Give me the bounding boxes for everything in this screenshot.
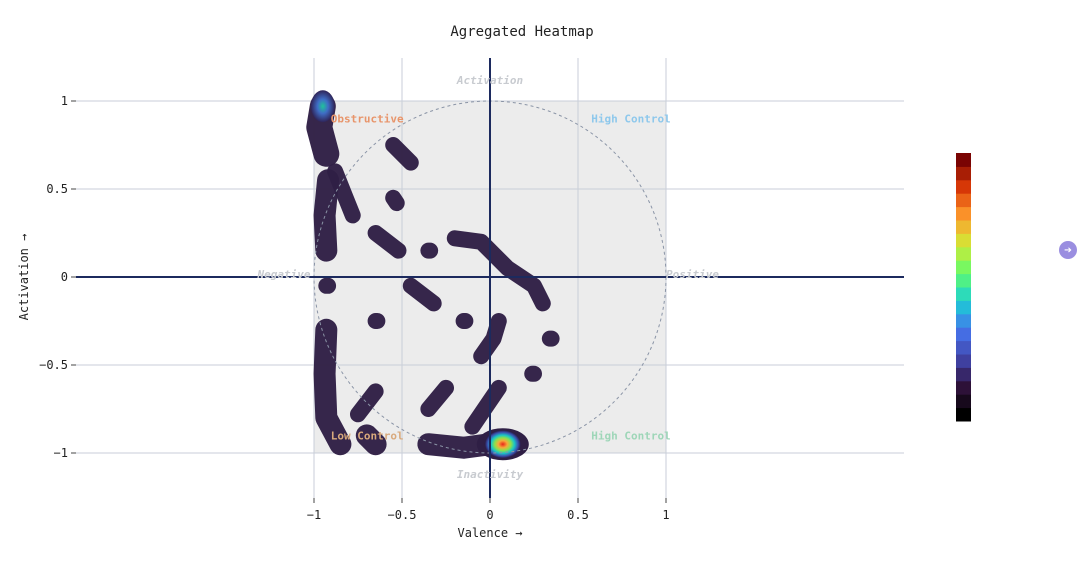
x-tick-label: 0.5 xyxy=(567,508,589,522)
x-tick-label: −0.5 xyxy=(388,508,417,522)
colorbar-segment xyxy=(956,260,971,275)
quadrant-label: Low Control xyxy=(331,429,404,442)
direction-label-right: Positive xyxy=(666,268,719,281)
density-blob xyxy=(402,277,442,312)
density-blob xyxy=(385,137,419,171)
y-tick-label: −0.5 xyxy=(39,358,68,372)
y-tick-label: 0.5 xyxy=(46,182,68,196)
colorbar-segment xyxy=(956,193,971,208)
density-blob xyxy=(367,225,407,259)
colorbar-segment xyxy=(956,287,971,301)
colorbar-segment xyxy=(956,246,971,261)
chart-title: Agregated Heatmap xyxy=(450,24,593,40)
colorbar-segment xyxy=(956,407,971,422)
x-axis-title: Valence → xyxy=(457,526,522,540)
colorbar-segment xyxy=(956,327,971,342)
colorbar-segment xyxy=(956,300,971,315)
colorbar-segment xyxy=(956,354,971,368)
plot-area: −1 −0.5 0 0.5 1 1 0.5 0 −0.5 −1 Activation Inactivi… xyxy=(39,58,904,522)
density-blob xyxy=(327,163,361,224)
quadrant-label: High Control xyxy=(591,429,670,442)
y-tick-label: 0 xyxy=(61,270,68,284)
y-tick-label: 1 xyxy=(61,94,68,108)
colorbar-segment xyxy=(956,340,971,355)
colorbar-segment xyxy=(956,394,971,409)
colorbar-segment xyxy=(956,313,971,328)
quadrant-label: Obstructive xyxy=(331,113,404,126)
y-axis-title: Activation → xyxy=(17,234,31,321)
arrow-right-circle-icon: ➔ xyxy=(1064,242,1072,258)
density-blob xyxy=(420,379,454,417)
colorbar-segment xyxy=(956,153,971,167)
density-blob xyxy=(355,424,387,456)
colorbar-segment xyxy=(956,380,971,395)
colorbar xyxy=(956,153,971,422)
x-tick-label: 1 xyxy=(662,508,669,522)
density-blob xyxy=(446,230,551,312)
colorbar-segment xyxy=(956,206,971,221)
direction-label-bottom: Inactivity xyxy=(457,468,524,481)
colorbar-segment xyxy=(956,179,971,194)
direction-label-left: Negative xyxy=(256,268,310,281)
density-blob xyxy=(313,318,352,456)
density-blob xyxy=(473,313,507,365)
density-blob xyxy=(385,189,405,212)
x-tick-label: 0 xyxy=(486,508,493,522)
colorbar-segment xyxy=(956,273,971,288)
colorbar-segment xyxy=(956,233,971,248)
density-blob xyxy=(464,379,507,435)
y-tick-label: −1 xyxy=(54,446,68,460)
density-blob xyxy=(313,169,340,262)
colorbar-segment xyxy=(956,166,971,181)
density-warm-spot xyxy=(310,90,335,123)
x-tick-label: −1 xyxy=(307,508,321,522)
direction-label-top: Activation xyxy=(456,74,524,87)
colorbar-segment xyxy=(956,367,971,382)
colorbar-segment xyxy=(956,220,971,234)
density-blob xyxy=(350,383,384,423)
quadrant-label: High Control xyxy=(591,113,670,126)
next-button[interactable]: ➔ xyxy=(1059,241,1077,259)
